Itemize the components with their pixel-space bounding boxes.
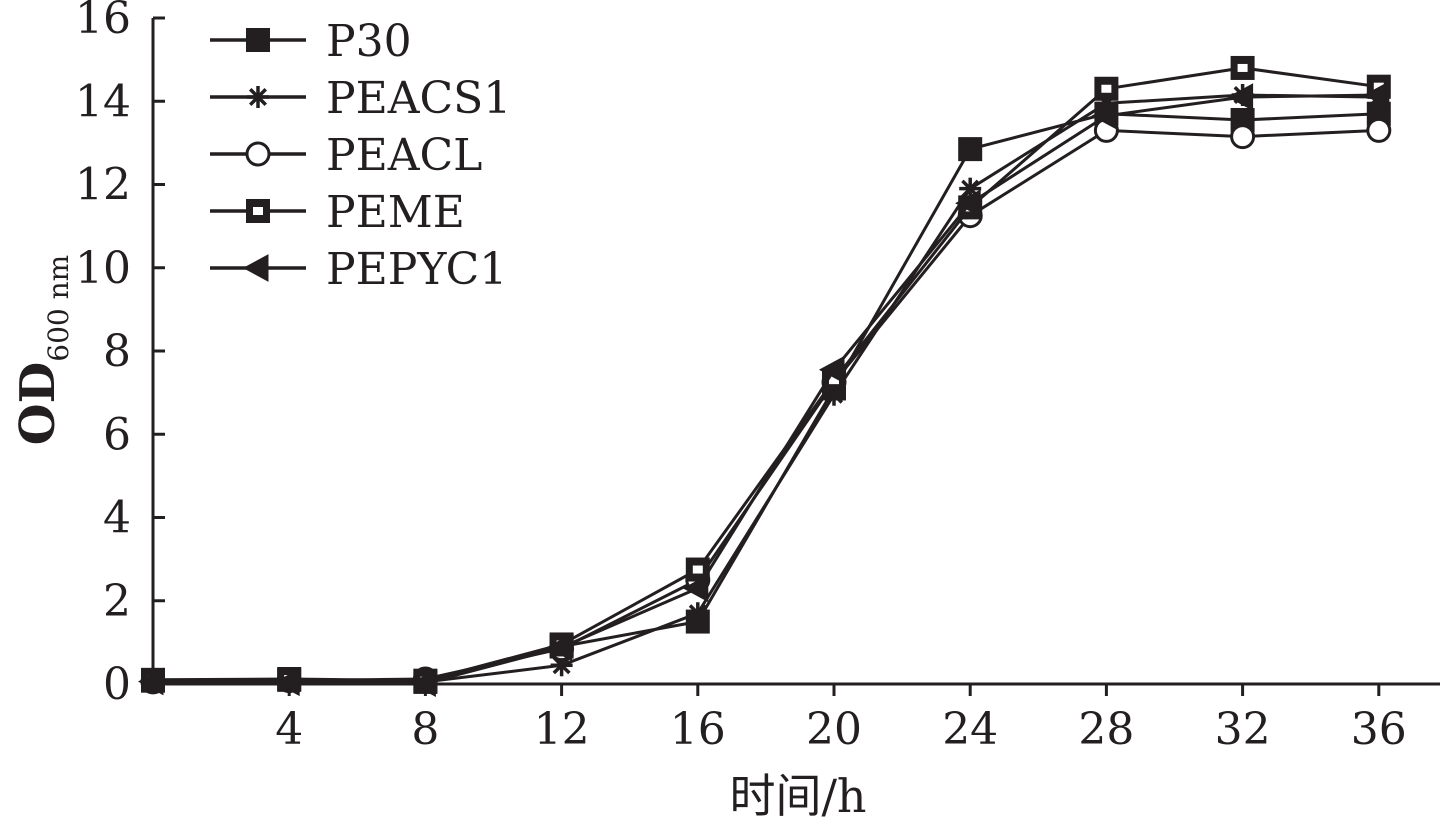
data-point-pepyc1 (274, 668, 300, 697)
data-point-pepyc1-shape (955, 189, 981, 218)
legend-label-peme: PEME (326, 187, 465, 238)
y-axis-title: OD600 nm (10, 255, 75, 445)
data-point-pepyc1 (955, 189, 981, 218)
x-tick-label: 8 (411, 704, 439, 755)
series-peme (141, 55, 1391, 693)
legend-label-peacs1: PEACS1 (326, 73, 511, 124)
data-point-peacs1 (686, 602, 709, 625)
data-point-p30-shape (958, 137, 983, 162)
legend-item-peacl: PEACL (210, 130, 482, 181)
data-point-peme (1230, 55, 1255, 80)
legend-marker-pepyc1 (242, 254, 269, 282)
y-tick-label: 14 (75, 76, 131, 127)
data-point-pepyc1-shape (1091, 101, 1117, 130)
x-tick-label: 4 (275, 704, 303, 755)
data-point-peacl-shape (1366, 117, 1392, 143)
y-tick-label: 4 (103, 493, 131, 544)
data-point-peme-inner (692, 565, 703, 574)
data-point-pepyc1 (1363, 81, 1390, 109)
legend-label-peacl: PEACL (326, 130, 482, 181)
data-point-peme-inner (829, 376, 839, 385)
data-point-peme-inner (1373, 82, 1384, 91)
data-point-peacs1-stroke (688, 604, 707, 623)
y-tick-label: 10 (75, 243, 131, 294)
data-point-pepyc1-shape (1227, 83, 1254, 111)
data-point-pepyc1 (137, 667, 164, 696)
legend-marker-peacl (245, 141, 271, 167)
data-point-peacs1-stroke (961, 179, 980, 198)
x-tick-label: 24 (942, 704, 998, 755)
data-point-peme-inner (1237, 63, 1248, 72)
y-tick-label: 2 (103, 576, 131, 627)
data-point-p30 (958, 137, 983, 162)
data-point-pepyc1-shape (274, 668, 300, 697)
x-axis-title: 时间/h (729, 769, 866, 820)
legend-label-pepyc1: PEPYC1 (326, 244, 507, 295)
data-point-pepyc1 (1091, 101, 1117, 130)
y-tick-label: 0 (103, 659, 131, 710)
x-tick-label: 36 (1351, 704, 1407, 755)
x-tick-label: 28 (1078, 704, 1134, 755)
legend-marker-peacs1-stroke (248, 87, 268, 107)
data-point-pepyc1-shape (1363, 81, 1390, 109)
y-tick-label: 12 (75, 160, 131, 211)
y-tick-label: 16 (75, 0, 131, 44)
series-pepyc1 (137, 81, 1390, 698)
legend-marker-peme-inner (253, 207, 263, 215)
x-tick-label: 32 (1215, 704, 1271, 755)
legend-marker-peacl-shape (245, 141, 271, 167)
legend-marker-peme (246, 199, 270, 223)
data-point-pepyc1 (818, 355, 845, 384)
series-line-peacs1 (153, 93, 1379, 684)
y-axis-title-subscript: 600 nm (42, 255, 75, 362)
y-tick-label: 6 (103, 409, 131, 460)
series-layer (137, 55, 1392, 698)
legend-item-peacs1: PEACS1 (210, 73, 511, 124)
data-point-pepyc1 (410, 669, 436, 698)
series-line-pepyc1 (152, 93, 1379, 685)
data-point-pepyc1 (546, 633, 573, 662)
legend-item-p30: P30 (210, 16, 412, 67)
series-line-peme (152, 66, 1380, 683)
x-tick-label: 12 (534, 704, 590, 755)
data-point-pepyc1 (1227, 83, 1254, 111)
legend-marker-p30 (246, 28, 270, 52)
data-point-peme (1094, 76, 1119, 101)
data-point-peacl (1230, 124, 1256, 150)
data-point-peme-inner (1101, 84, 1112, 93)
data-point-pepyc1-shape (682, 574, 709, 603)
data-point-pepyc1-shape (546, 633, 573, 662)
data-point-peacl (1366, 117, 1392, 143)
data-point-pepyc1-shape (410, 669, 436, 698)
data-point-peacl-shape (1230, 124, 1256, 150)
data-point-peacs1-stroke (552, 656, 571, 675)
legend-marker-pepyc1-shape (242, 254, 269, 282)
data-point-pepyc1 (682, 574, 709, 603)
y-axis-ticks: 0 2 4 6 8 10 12 14 16 (75, 0, 165, 710)
legend-marker-peacs1 (247, 86, 269, 108)
legend-marker-p30-shape (246, 28, 270, 52)
legend-item-pepyc1: PEPYC1 (210, 244, 507, 295)
legend: P30 PEACS1 PEACL PEME PEPYC1 (210, 16, 511, 295)
x-axis-ticks: 4 8 12 16 20 24 28 32 36 (275, 684, 1407, 755)
x-tick-label: 20 (806, 704, 862, 755)
x-tick-label: 16 (670, 704, 726, 755)
y-axis-title-main: OD (10, 362, 66, 445)
legend-label-p30: P30 (326, 16, 412, 67)
data-point-pepyc1-shape (137, 667, 164, 696)
y-tick-label: 8 (103, 326, 131, 377)
data-point-pepyc1-shape (818, 355, 845, 384)
legend-item-peme: PEME (210, 187, 465, 238)
